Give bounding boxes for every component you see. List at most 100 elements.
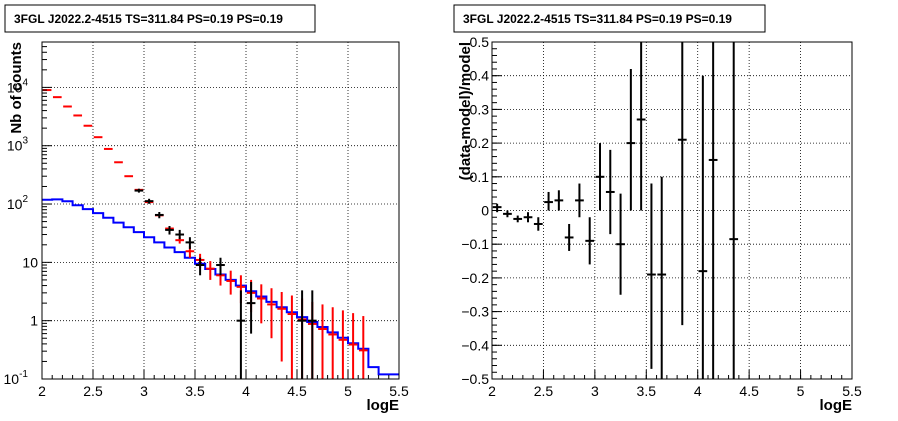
data-point [195, 257, 205, 276]
x-tick-label: 4 [694, 383, 702, 399]
residual-point [595, 143, 605, 211]
y-tick-base: 10 [4, 371, 20, 387]
residual-point [564, 223, 574, 251]
data-point [318, 304, 327, 379]
residual-point [575, 183, 584, 218]
residual-point [544, 191, 553, 211]
residual-point [585, 217, 595, 265]
data-point [144, 198, 154, 204]
y-tick-label: 10-1 [4, 369, 29, 387]
y-tick-label: 10 [22, 254, 38, 270]
data-point [175, 229, 185, 240]
data-point [236, 290, 246, 379]
residual-point [513, 215, 523, 223]
data-point [205, 261, 215, 280]
y-tick-label: −0.3 [461, 304, 489, 320]
y-tick-exponent: 3 [22, 136, 28, 147]
data-point [256, 284, 266, 324]
x-tick-label: 5 [797, 383, 805, 399]
data-point [277, 292, 287, 362]
residuals-chart: 3FGL J2022.2-4515 TS=311.84 PS=0.19 PS=0… [453, 4, 862, 414]
data-point [267, 288, 276, 339]
y-tick-label: 0.5 [470, 34, 490, 50]
residual-point [698, 75, 708, 379]
y-tick-label: 0 [481, 203, 489, 219]
residual-point [523, 212, 533, 223]
y-tick-label: 0.4 [470, 68, 490, 84]
y-tick-base: 10 [7, 79, 23, 95]
y-tick-label: 0.3 [470, 101, 490, 117]
chart-title: 3FGL J2022.2-4515 TS=311.84 PS=0.19 PS=0… [463, 12, 732, 26]
x-tick-label: 5.5 [842, 383, 862, 399]
y-tick-label: 104 [7, 77, 29, 95]
x-tick-label: 4.5 [287, 383, 307, 399]
data-point [246, 282, 256, 334]
residual-point [708, 42, 718, 379]
x-tick-label: 2.5 [534, 383, 554, 399]
data-points-series [134, 188, 317, 379]
x-tick-label: 4.5 [739, 383, 759, 399]
y-tick-label: 102 [7, 194, 29, 212]
residual-point [626, 68, 636, 211]
x-tick-label: 4 [242, 383, 250, 399]
x-tick-label: 3.5 [185, 383, 205, 399]
data-point [226, 270, 236, 295]
model-step-line [42, 198, 399, 376]
counts-spectrum-chart: 3FGL J2022.2-4515 TS=311.84 PS=0.19 PS=0… [4, 4, 409, 414]
x-tick-label: 3 [591, 383, 599, 399]
y-axis-title: Nb of counts [8, 42, 25, 134]
y-tick-label: −0.4 [461, 337, 489, 353]
y-tick-label: 1 [30, 313, 38, 329]
y-tick-label: −0.2 [461, 270, 489, 286]
series-layer [492, 42, 739, 379]
y-tick-label: 103 [7, 136, 29, 154]
data-point [328, 307, 338, 379]
x-tick-label: 5.5 [389, 383, 409, 399]
x-axis-title: logE [367, 397, 400, 414]
data-point [338, 310, 348, 379]
x-tick-label: 2 [488, 383, 496, 399]
grid [42, 42, 399, 379]
y-tick-exponent: 4 [22, 77, 28, 88]
data-point [348, 313, 358, 379]
x-tick-label: 2.5 [83, 383, 103, 399]
y-axis-title: (data-model)/model [457, 42, 474, 180]
chart-title-box [453, 4, 766, 33]
y-tick-label: −0.1 [461, 236, 489, 252]
data-point [287, 295, 297, 379]
axis-ticks: 2 2.5 3 3.5 4 4.5 5 5.5 −0.5 −0.4 −0.3 −0.2 −0.1 0 0.1… [461, 34, 862, 399]
x-axis-title: logE [820, 397, 853, 414]
residual-points-series [492, 42, 739, 379]
data-point [358, 316, 368, 379]
chart-title: 3FGL J2022.2-4515 TS=311.84 PS=0.19 PS=0… [14, 12, 283, 26]
residual-point [554, 190, 564, 211]
series-layer [42, 89, 399, 379]
model-points-series [42, 89, 368, 379]
y-tick-base: 10 [7, 196, 23, 212]
y-tick-label: 0.1 [470, 169, 490, 185]
residual-point [616, 193, 625, 295]
residual-point [533, 217, 543, 231]
data-point [185, 237, 195, 249]
residual-point [605, 149, 615, 235]
residual-point [647, 183, 656, 369]
data-point [307, 290, 317, 379]
y-tick-base: 10 [7, 138, 23, 154]
x-tick-label: 3 [140, 383, 148, 399]
x-tick-label: 2 [38, 383, 46, 399]
residual-point [677, 42, 687, 326]
data-point [134, 188, 144, 193]
x-tick-label: 5 [344, 383, 352, 399]
x-tick-label: 3.5 [637, 383, 657, 399]
residual-point [503, 210, 512, 218]
residual-point [636, 42, 646, 211]
y-tick-exponent: 2 [22, 194, 28, 205]
data-point [154, 212, 164, 219]
data-point [165, 226, 174, 235]
data-point [297, 290, 307, 379]
plot-frame [41, 41, 400, 380]
residual-point [729, 42, 739, 379]
y-tick-exponent: -1 [19, 369, 28, 380]
